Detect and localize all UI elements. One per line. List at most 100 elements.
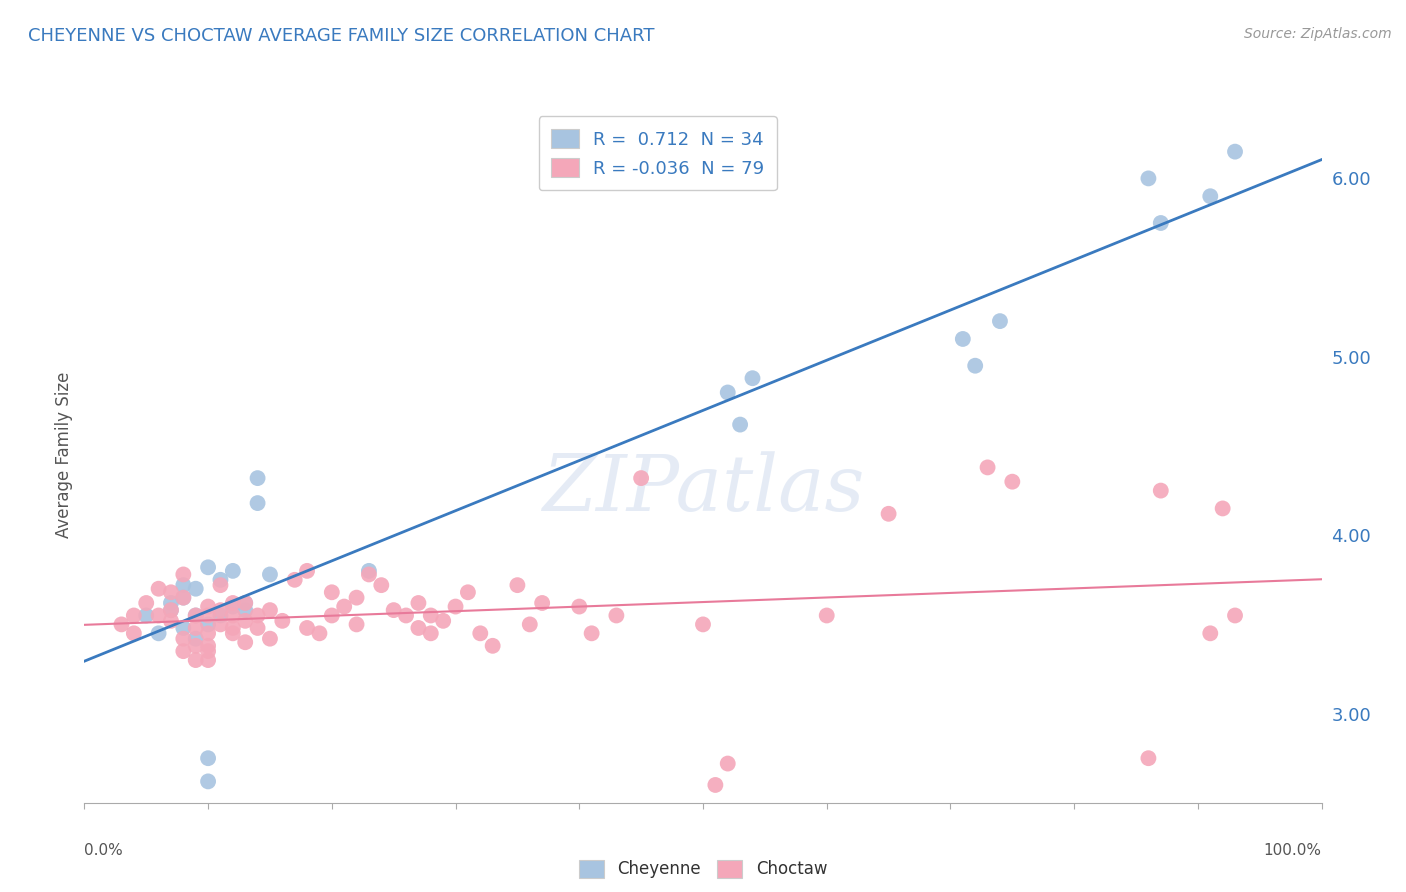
Point (1150, 216, 1173, 230)
Point (506, 578, 529, 592)
Point (1199, 626, 1222, 640)
Point (197, 608, 219, 623)
Point (222, 608, 245, 623)
Point (965, 359, 987, 373)
Point (259, 603, 281, 617)
Point (246, 471, 269, 485)
Point (1223, 145, 1246, 159)
Text: Source: ZipAtlas.com: Source: ZipAtlas.com (1244, 27, 1392, 41)
Point (197, 639, 219, 653)
Point (209, 578, 232, 592)
Point (988, 314, 1011, 328)
Point (395, 608, 418, 623)
Point (184, 653, 207, 667)
Point (259, 567, 281, 582)
Point (184, 621, 207, 635)
Point (197, 644, 219, 658)
Text: 0.0%: 0.0% (84, 843, 124, 858)
Point (160, 585, 183, 599)
Point (160, 596, 183, 610)
Point (160, 603, 183, 617)
Point (148, 582, 170, 596)
Point (246, 608, 269, 623)
Point (184, 632, 207, 646)
Text: 100.0%: 100.0% (1264, 843, 1322, 858)
Point (233, 596, 256, 610)
Y-axis label: Average Family Size: Average Family Size (55, 372, 73, 538)
Point (172, 591, 194, 605)
Point (370, 578, 392, 592)
Point (246, 621, 269, 635)
Point (717, 385, 740, 400)
Point (209, 608, 232, 623)
Point (148, 608, 170, 623)
Point (172, 632, 194, 646)
Point (172, 644, 194, 658)
Point (184, 608, 207, 623)
Point (209, 573, 232, 587)
Point (222, 596, 245, 610)
Point (444, 599, 467, 614)
Point (197, 560, 219, 574)
Point (470, 626, 492, 640)
Point (197, 599, 219, 614)
Point (233, 614, 256, 628)
Text: ZIPatlas: ZIPatlas (541, 451, 865, 528)
Point (209, 617, 232, 632)
Point (692, 617, 714, 632)
Point (630, 471, 652, 485)
Point (357, 567, 380, 582)
Point (346, 617, 368, 632)
Point (728, 417, 751, 432)
Point (1137, 751, 1160, 765)
Point (952, 332, 974, 346)
Point (197, 774, 219, 789)
Point (197, 626, 219, 640)
Point (321, 608, 343, 623)
Point (122, 608, 145, 623)
Point (222, 599, 245, 614)
Point (519, 617, 541, 632)
Point (160, 603, 183, 617)
Legend: Cheyenne, Choctaw: Cheyenne, Choctaw (572, 853, 834, 885)
Point (481, 639, 503, 653)
Point (408, 621, 430, 635)
Point (704, 778, 727, 792)
Point (1137, 171, 1160, 186)
Point (408, 596, 430, 610)
Point (419, 626, 441, 640)
Text: CHEYENNE VS CHOCTAW AVERAGE FAMILY SIZE CORRELATION CHART: CHEYENNE VS CHOCTAW AVERAGE FAMILY SIZE … (28, 27, 655, 45)
Point (605, 608, 627, 623)
Point (233, 596, 256, 610)
Point (1223, 608, 1246, 623)
Point (333, 599, 356, 614)
Point (1001, 475, 1024, 489)
Point (184, 582, 207, 596)
Point (160, 614, 183, 628)
Point (122, 626, 145, 640)
Point (172, 578, 194, 592)
Point (568, 599, 591, 614)
Point (172, 591, 194, 605)
Point (184, 608, 207, 623)
Point (295, 621, 318, 635)
Point (581, 626, 603, 640)
Point (233, 603, 256, 617)
Point (1150, 483, 1173, 498)
Point (172, 567, 194, 582)
Point (135, 596, 157, 610)
Point (197, 653, 219, 667)
Point (222, 626, 245, 640)
Point (295, 564, 318, 578)
Point (197, 751, 219, 765)
Point (432, 614, 454, 628)
Point (419, 608, 441, 623)
Point (233, 635, 256, 649)
Point (457, 585, 479, 599)
Point (271, 614, 294, 628)
Point (197, 617, 219, 632)
Point (110, 617, 132, 632)
Point (815, 608, 838, 623)
Point (1199, 189, 1222, 203)
Point (148, 626, 170, 640)
